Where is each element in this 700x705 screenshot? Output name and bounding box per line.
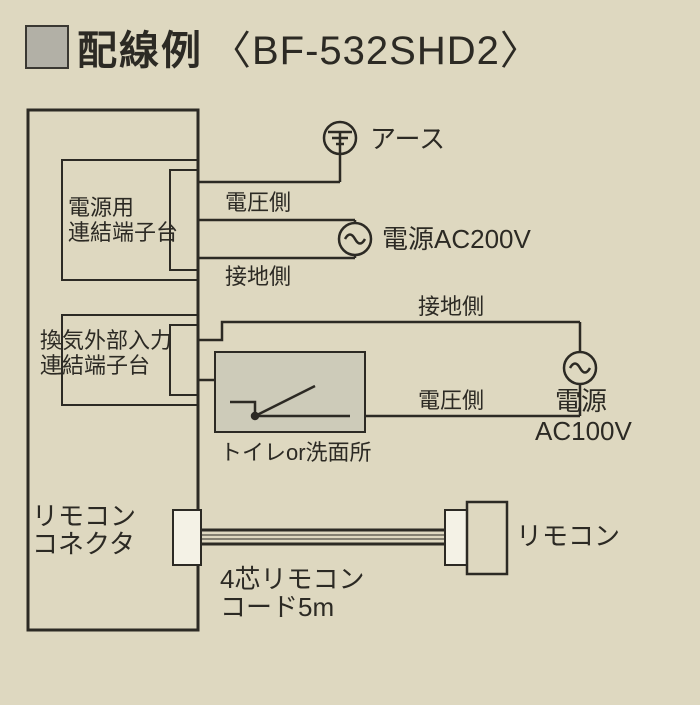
- cord-label-2: コード5m: [220, 592, 334, 622]
- title-model: 〈BF-532SHD2〉: [211, 18, 541, 76]
- terminal-power-label-2: 連結端子台: [68, 220, 178, 245]
- ext-terminal-label-1: 換気外部入力: [40, 328, 172, 353]
- voltage-side-200: 電圧側: [225, 190, 291, 215]
- remote-label: リモコン: [516, 521, 620, 551]
- switch-box: [215, 352, 365, 432]
- power100-label-1: 電源: [555, 386, 607, 416]
- power200-label: 電源AC200V: [382, 224, 531, 254]
- ext-ground-wire: [198, 322, 580, 340]
- ground-side-200: 接地側: [225, 264, 291, 289]
- voltage-side-100: 電圧側: [418, 388, 484, 413]
- remote-conn-label-1: リモコン: [32, 501, 136, 531]
- ac100-symbol: [564, 352, 596, 384]
- title-label: 配線例: [77, 18, 203, 76]
- terminal-power-label-1: 電源用: [68, 195, 134, 220]
- cord-label-1: 4芯リモコン: [220, 564, 364, 594]
- remote-conn-label-2: コネクタ: [32, 529, 135, 559]
- ac200-symbol: [339, 223, 371, 255]
- ext-terminal-contacts: [170, 325, 198, 395]
- power100-label-2: AC100V: [535, 416, 632, 446]
- remote-connector-unit: [173, 510, 201, 565]
- wiring-diagram: 電源用 連結端子台 アース 電圧側 接地側 電源AC200V 換気外部入力 連結…: [0, 90, 700, 705]
- remote-connector-remote: [445, 510, 467, 565]
- title-marker: [25, 25, 69, 69]
- remote-box: [467, 502, 507, 574]
- ext-terminal-label-2: 連結端子台: [40, 353, 150, 378]
- earth-label: アース: [370, 124, 445, 154]
- earth-symbol: [324, 122, 356, 154]
- switch-label: トイレor洗面所: [220, 440, 372, 465]
- ground-side-100: 接地側: [418, 294, 484, 319]
